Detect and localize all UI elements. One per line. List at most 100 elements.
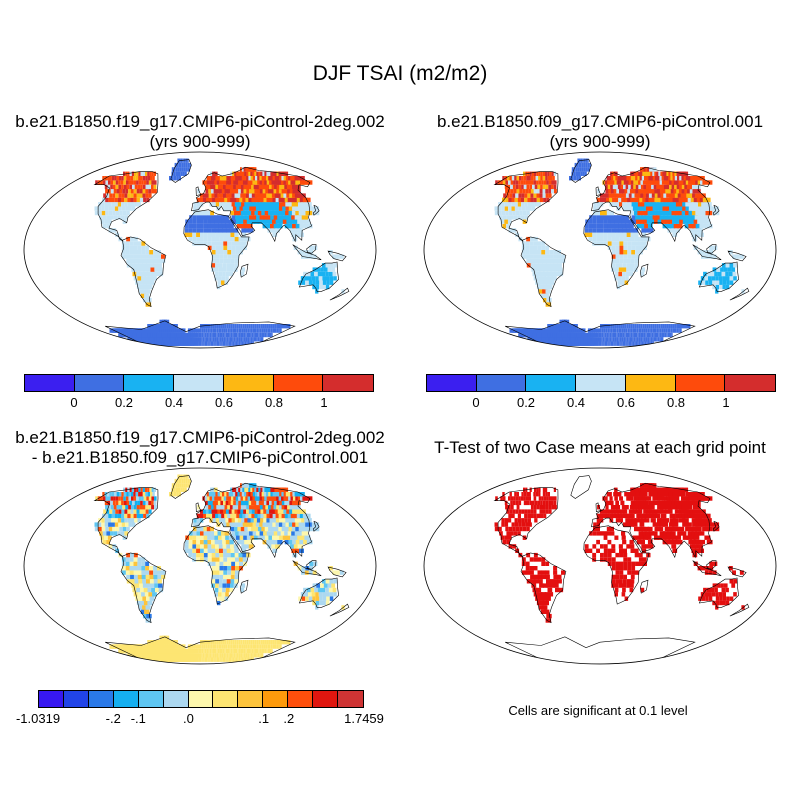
grid-cell [640, 324, 643, 329]
grid-cell [633, 228, 639, 233]
grid-cell [94, 522, 98, 527]
grid-cell [623, 561, 628, 566]
grid-cell [232, 640, 235, 645]
grid-cell [216, 653, 219, 658]
colorbar-tick-label: 0.2 [114, 395, 134, 410]
grid-cell [153, 171, 156, 176]
grid-cell [626, 263, 631, 268]
grid-cell [234, 341, 236, 346]
grid-cell [133, 180, 137, 185]
grid-cell [645, 531, 651, 536]
grid-cell [200, 552, 204, 558]
grid-cell [540, 184, 543, 190]
grid-cell [308, 596, 313, 601]
grid-cell [682, 522, 689, 527]
grid-cell [208, 505, 212, 510]
grid-cell [291, 232, 297, 237]
grid-cell [196, 539, 200, 545]
grid-cell [218, 539, 223, 545]
grid-cell [206, 324, 208, 329]
grid-cell [248, 544, 254, 549]
grid-cell [247, 202, 253, 207]
grid-cell [221, 535, 226, 540]
grid-cell [126, 258, 131, 264]
grid-cell [188, 232, 193, 237]
grid-cell [262, 324, 265, 329]
grid-cell [614, 337, 616, 342]
grid-cell [630, 263, 635, 268]
grid-cell [297, 250, 302, 255]
grid-cell [614, 171, 618, 176]
grid-cell [544, 276, 550, 281]
grid-cell [618, 341, 620, 346]
grid-cell [278, 324, 281, 329]
grid-cell [161, 574, 166, 580]
grid-cell [147, 171, 150, 176]
grid-cell [643, 193, 649, 198]
grid-cell [202, 509, 207, 514]
grid-cell [133, 241, 138, 246]
grid-cell [692, 189, 701, 194]
grid-cell [600, 544, 604, 549]
grid-cell [541, 245, 546, 250]
grid-cell [240, 587, 245, 593]
grid-cell [606, 176, 610, 181]
grid-cell [142, 605, 148, 610]
grid-cell [232, 522, 238, 527]
grid-cell [200, 653, 202, 658]
grid-cell [115, 184, 119, 190]
grid-cell [640, 487, 647, 492]
grid-cell [142, 289, 148, 294]
grid-cell [604, 332, 607, 338]
grid-cell [543, 600, 549, 606]
grid-cell [533, 176, 536, 181]
grid-cell [647, 526, 653, 532]
grid-cell [524, 513, 528, 519]
grid-cell [588, 548, 593, 553]
grid-cell [623, 258, 627, 264]
grid-cell [106, 509, 110, 514]
grid-cell [236, 535, 241, 540]
grid-cell [627, 557, 632, 562]
grid-cell [610, 184, 614, 190]
grid-cell [630, 583, 634, 588]
grid-cell [644, 202, 650, 207]
grid-cell [229, 539, 234, 545]
grid-cell [534, 184, 538, 190]
grid-cell [702, 180, 713, 185]
grid-cell [533, 552, 538, 558]
grid-cell [513, 180, 516, 185]
grid-cell [214, 509, 219, 514]
grid-cell [315, 592, 319, 597]
grid-cell [205, 644, 208, 649]
grid-cell [111, 492, 115, 497]
grid-cell [602, 193, 607, 198]
grid-cell [600, 332, 602, 338]
grid-cell [262, 206, 269, 211]
grid-cell [221, 332, 223, 338]
grid-cell [232, 535, 237, 540]
grid-cell [150, 492, 153, 497]
grid-cell [252, 531, 258, 536]
grid-cell [198, 337, 200, 342]
grid-cell [510, 500, 513, 506]
grid-cell [261, 535, 267, 540]
grid-cell [280, 531, 287, 536]
grid-cell [607, 531, 611, 536]
grid-cell [627, 328, 630, 333]
grid-cell [214, 648, 217, 654]
grid-cell [631, 250, 636, 255]
coastline-australia [698, 577, 739, 608]
grid-cell [244, 223, 249, 229]
grid-cell [270, 531, 276, 536]
grid-cell [268, 640, 271, 645]
grid-cell [242, 513, 248, 519]
grid-cell [227, 197, 232, 203]
grid-cell [636, 223, 642, 229]
grid-cell [148, 184, 151, 190]
grid-cell [102, 531, 107, 536]
grid-cell [722, 284, 726, 290]
grid-cell [141, 574, 146, 580]
grid-cell [728, 566, 733, 571]
grid-cell [614, 341, 616, 346]
